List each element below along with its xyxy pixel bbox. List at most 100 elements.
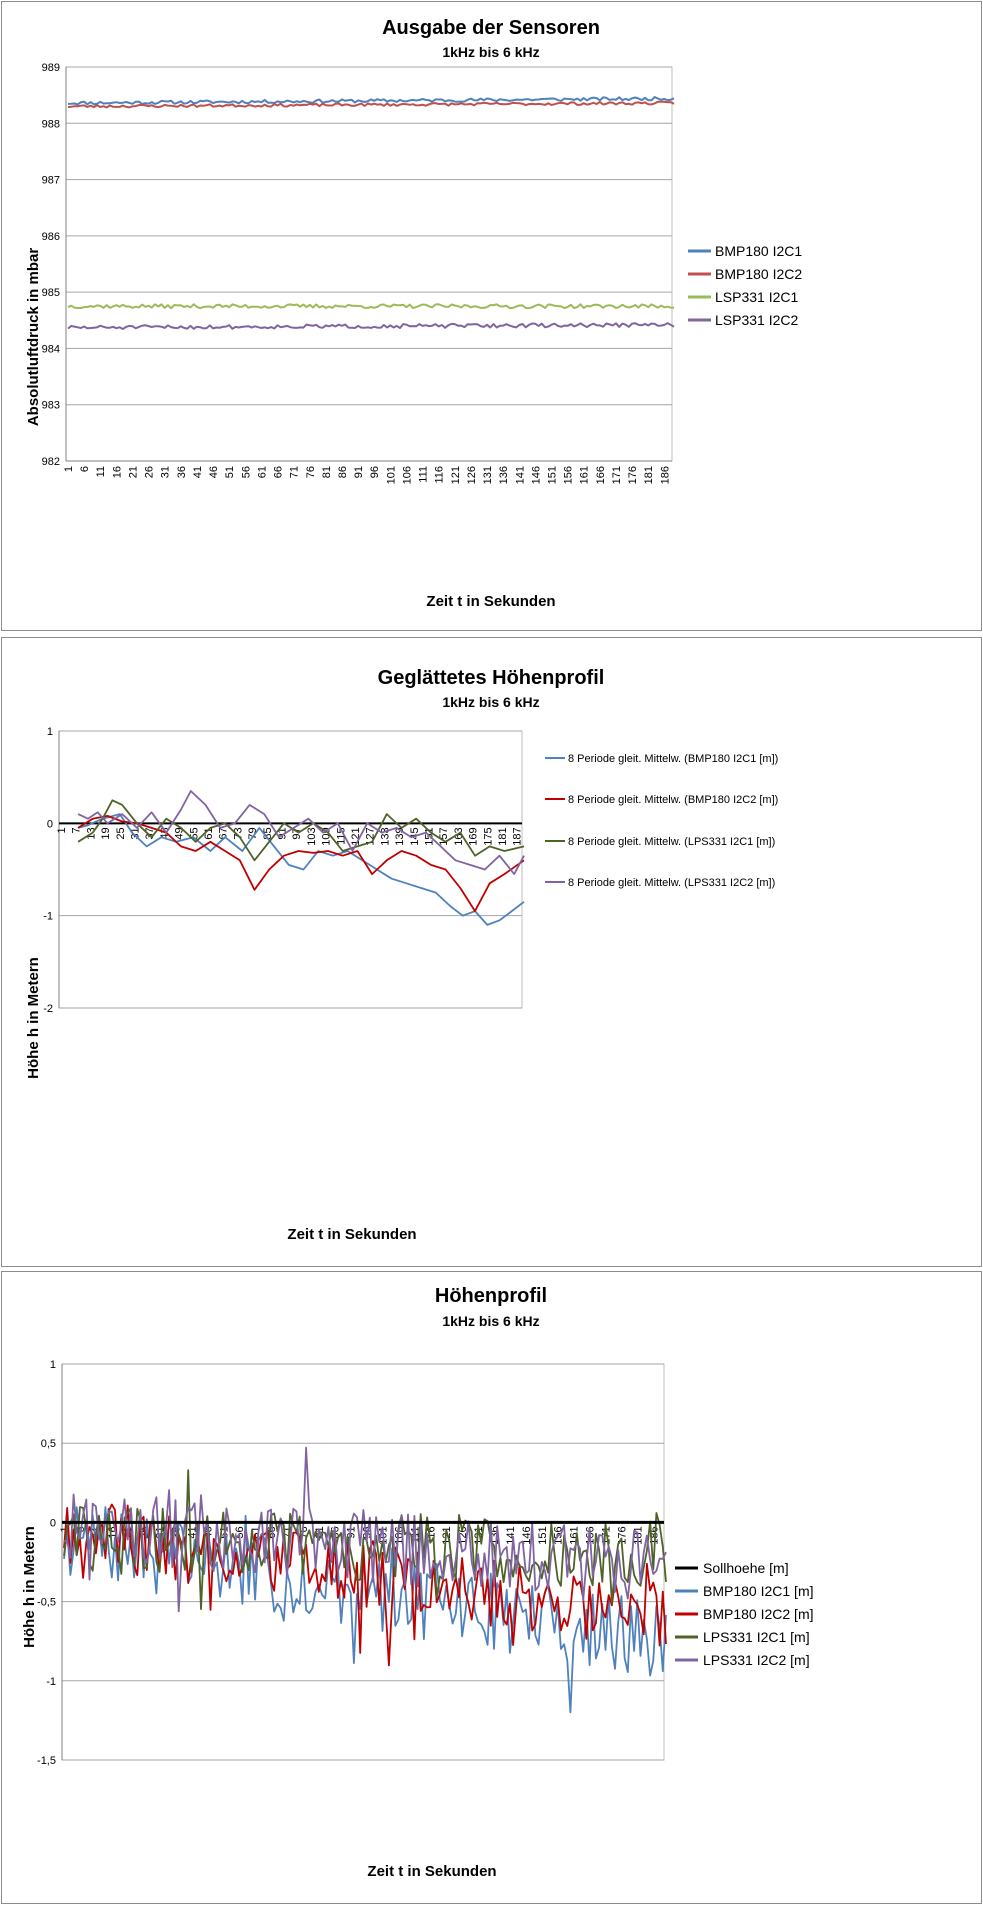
x-tick-label: 187: [512, 827, 524, 845]
x-tick-label: 76: [305, 466, 317, 478]
legend-label: LPS331 I2C1 [m]: [703, 1629, 810, 1645]
x-tick-label: 96: [369, 466, 381, 478]
series-line-1: [67, 96, 675, 106]
x-tick-label: 111: [418, 466, 430, 483]
series-line-2: [77, 815, 525, 912]
x-tick-label: 127: [365, 827, 377, 845]
x-axis-label: Zeit t in Sekunden: [287, 1226, 416, 1243]
legend-label: Sollhoehe [m]: [703, 1560, 789, 1576]
legend-label: LSP331 I2C1: [715, 289, 798, 305]
x-tick-label: 175: [482, 827, 494, 845]
x-tick-label: 26: [144, 466, 156, 478]
legend-label: 8 Periode gleit. Mittelw. (LPS331 I2C2 […: [568, 877, 775, 889]
x-tick-label: 71: [289, 466, 301, 478]
chart-panel-smoothed-profile: Geglättetes Höhenprofil 1kHz bis 6 kHz Z…: [1, 637, 982, 1267]
x-tick-label: 16: [111, 466, 123, 478]
y-tick-label: 983: [42, 400, 60, 412]
x-tick-label: 31: [129, 827, 141, 839]
legend-label: BMP180 I2C2 [m]: [703, 1606, 814, 1622]
chart-panel-sensor-output: Ausgabe der Sensoren 1kHz bis 6 kHz Zeit…: [1, 1, 982, 631]
x-tick-label: 49: [174, 827, 186, 839]
x-tick-label: 21: [127, 466, 139, 478]
x-tick-label: 141: [505, 1526, 517, 1544]
x-tick-label: 36: [176, 466, 188, 478]
x-axis-label: Zeit t in Sekunden: [367, 1863, 496, 1880]
x-tick-label: 91: [346, 1526, 358, 1538]
x-tick-label: 121: [350, 827, 362, 845]
chart-subtitle: 1kHz bis 6 kHz: [442, 44, 539, 60]
y-axis-label: Höhe h in Metern: [21, 1526, 38, 1648]
x-axis-label: Zeit t in Sekunden: [426, 593, 555, 610]
legend-label: BMP180 I2C2: [715, 266, 802, 282]
x-tick-label: 103: [306, 827, 318, 845]
smoothed-profile-chart: Geglättetes Höhenprofil 1kHz bis 6 kHz Z…: [25, 667, 778, 1243]
series-line-5: [63, 1446, 667, 1613]
x-tick-label: 6: [79, 466, 91, 472]
y-tick-label: -1: [43, 911, 53, 923]
x-tick-label: 106: [401, 466, 413, 484]
x-tick-label: 31: [160, 466, 172, 478]
y-tick-label: -0,5: [37, 1597, 56, 1609]
legend-label: LSP331 I2C2: [715, 312, 798, 328]
plot-area: [58, 730, 523, 1009]
x-tick-label: 126: [466, 466, 478, 484]
y-axis-label: Höhe h in Metern: [25, 957, 42, 1079]
x-tick-label: 141: [514, 466, 526, 484]
x-tick-label: 73: [232, 827, 244, 839]
chart-subtitle: 1kHz bis 6 kHz: [442, 694, 539, 710]
x-tick-label: 1: [63, 466, 75, 472]
x-tick-label: 181: [497, 827, 509, 845]
y-tick-label: 0: [47, 818, 53, 830]
sensor-output-chart: Ausgabe der Sensoren 1kHz bis 6 kHz Zeit…: [25, 17, 802, 610]
x-tick-label: 157: [438, 827, 450, 845]
x-tick-label: 1: [56, 827, 68, 833]
x-tick-label: 56: [240, 466, 252, 478]
x-tick-label: 41: [192, 466, 204, 478]
chart-panel-height-profile: Höhenprofil 1kHz bis 6 kHz Zeit t in Sek…: [1, 1271, 982, 1904]
y-tick-label: 1: [47, 726, 53, 738]
legend-label: BMP180 I2C1: [715, 243, 802, 259]
plot-area: [65, 66, 673, 462]
chart-title: Ausgabe der Sensoren: [382, 17, 600, 39]
x-tick-label: 186: [659, 466, 671, 484]
legend-label: 8 Periode gleit. Mittelw. (LPS331 I2C1 […: [568, 836, 775, 848]
y-tick-label: 986: [42, 231, 60, 243]
x-tick-label: 151: [537, 1526, 549, 1544]
y-tick-label: 987: [42, 175, 60, 187]
series-line-3: [63, 1503, 667, 1667]
x-tick-label: 176: [627, 466, 639, 484]
y-axis-label: Absolutluftdruck in mbar: [25, 248, 42, 427]
y-tick-label: 984: [42, 343, 60, 355]
legend-label: 8 Periode gleit. Mittelw. (BMP180 I2C1 […: [568, 753, 778, 765]
x-tick-label: 61: [256, 466, 268, 478]
x-tick-label: 116: [434, 466, 446, 484]
x-tick-label: 156: [563, 466, 575, 484]
x-tick-label: 85: [262, 827, 274, 839]
x-tick-label: 161: [579, 466, 591, 484]
y-tick-label: 988: [42, 118, 60, 130]
y-tick-label: 982: [42, 456, 60, 468]
series-line-4: [67, 322, 675, 330]
x-tick-label: 7: [71, 827, 83, 833]
height-profile-chart: Höhenprofil 1kHz bis 6 kHz Zeit t in Sek…: [21, 1285, 814, 1880]
x-tick-label: 81: [321, 466, 333, 478]
x-tick-label: 46: [208, 466, 220, 478]
legend-label: BMP180 I2C1 [m]: [703, 1583, 814, 1599]
series-line-4: [77, 790, 525, 875]
y-tick-label: -1: [46, 1676, 56, 1688]
x-tick-label: 79: [247, 827, 259, 839]
x-tick-label: 115: [335, 827, 347, 845]
x-tick-label: 19: [100, 827, 112, 839]
x-tick-label: 166: [595, 466, 607, 484]
x-tick-label: 136: [498, 466, 510, 484]
chart-subtitle: 1kHz bis 6 kHz: [442, 1313, 539, 1329]
x-tick-label: 171: [611, 466, 623, 484]
x-tick-label: 25: [115, 827, 127, 839]
y-tick-label: 989: [42, 62, 60, 74]
x-tick-label: 101: [385, 466, 397, 484]
x-tick-label: 146: [521, 1526, 533, 1544]
x-tick-label: 51: [224, 466, 236, 478]
chart-title: Höhenprofil: [435, 1285, 547, 1307]
y-tick-label: 0,5: [41, 1438, 56, 1450]
series-line-3: [67, 303, 675, 310]
